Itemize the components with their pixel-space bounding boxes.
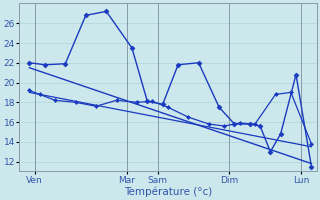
X-axis label: Température (°c): Température (°c) (124, 186, 212, 197)
